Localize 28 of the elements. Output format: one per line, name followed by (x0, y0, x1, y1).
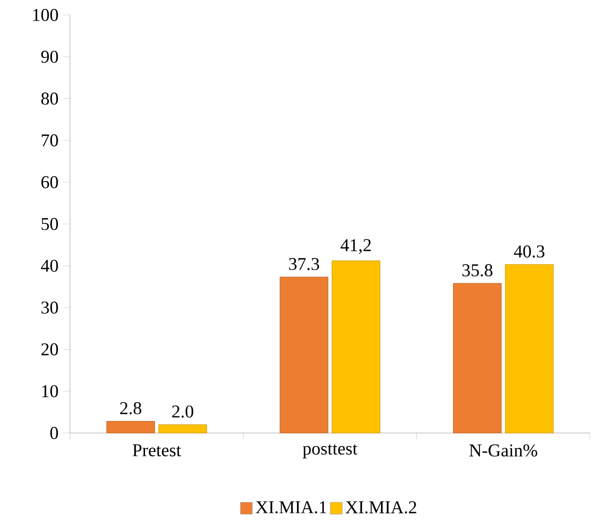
data-label: 41,2 (340, 239, 371, 254)
data-label: 2.8 (120, 402, 142, 414)
bar (453, 283, 502, 434)
y-tick-label: 100 (33, 8, 58, 22)
legend-label: XI.MIA.2 (346, 501, 416, 514)
bar (158, 424, 207, 434)
data-label: 2.0 (172, 405, 194, 418)
x-tick-label: posttest (302, 444, 358, 458)
data-label: 40.3 (514, 245, 544, 258)
y-tick-label: 30 (41, 302, 58, 314)
bar (332, 260, 380, 434)
bar (505, 264, 554, 434)
data-label: 35.8 (462, 264, 492, 276)
legend-label: XI.MIA.1 (256, 501, 326, 514)
y-tick-label: 10 (42, 385, 58, 398)
bar (106, 421, 155, 434)
y-tick-label: 20 (41, 343, 58, 356)
bar (280, 276, 328, 434)
x-tick-label: N-Gain% (469, 444, 538, 457)
data-label: 37.3 (289, 258, 320, 270)
y-tick-label: 50 (42, 218, 58, 230)
y-tick-label: 80 (41, 92, 58, 105)
y-tick-label: 90 (41, 50, 58, 63)
y-tick-label: 40 (40, 260, 58, 272)
y-tick-label: 70 (42, 134, 58, 146)
x-tick-label: Pretest (132, 444, 182, 456)
y-tick-label: 60 (41, 176, 58, 188)
y-tick-label: 0 (50, 426, 58, 440)
